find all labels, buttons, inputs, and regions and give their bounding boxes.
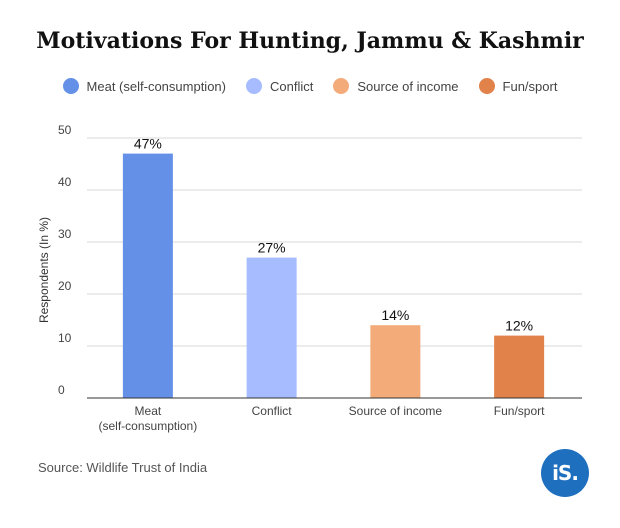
- y-axis-label: Respondents (In %): [37, 217, 51, 323]
- source-note: Source: Wildlife Trust of India: [38, 460, 208, 475]
- brand-logo: iS.: [541, 449, 589, 497]
- x-tick-label: Meat: [135, 404, 162, 418]
- x-tick-label: Fun/sport: [494, 404, 545, 418]
- x-tick-label: Source of income: [349, 404, 443, 418]
- data-label: 47%: [134, 136, 162, 152]
- legend-label: Fun/sport: [502, 78, 558, 94]
- bar: [370, 325, 421, 398]
- y-tick-label: 20: [58, 279, 72, 293]
- x-tick-label: Conflict: [252, 404, 293, 418]
- bar: [122, 153, 173, 398]
- chart-title: Motivations For Hunting, Jammu & Kashmir: [36, 28, 584, 54]
- legend-label: Meat (self-consumption): [86, 78, 226, 94]
- legend-label: Conflict: [270, 78, 314, 94]
- legend-item-meat[interactable]: Meat (self-consumption): [62, 78, 226, 94]
- bar: [246, 257, 297, 398]
- legend-item-fun[interactable]: Fun/sport: [478, 78, 558, 94]
- data-label: 27%: [258, 240, 286, 256]
- legend-item-income[interactable]: Source of income: [333, 78, 459, 94]
- y-tick-label: 50: [58, 123, 72, 137]
- bar: [494, 335, 545, 398]
- y-tick-label: 30: [58, 227, 72, 241]
- legend-swatch: [62, 78, 79, 94]
- data-label: 14%: [381, 307, 409, 323]
- legend: Meat (self-consumption) Conflict Source …: [0, 78, 620, 94]
- legend-label: Source of income: [357, 78, 459, 94]
- legend-swatch: [333, 78, 350, 94]
- legend-swatch: [246, 78, 262, 94]
- legend-item-conflict[interactable]: Conflict: [246, 78, 313, 94]
- x-tick-label: (self-consumption): [99, 419, 198, 433]
- y-tick-label: 40: [58, 175, 72, 189]
- y-tick-label: 0: [58, 383, 65, 397]
- y-tick-label: 10: [58, 331, 72, 345]
- data-label: 12%: [505, 318, 533, 334]
- legend-swatch: [478, 78, 495, 94]
